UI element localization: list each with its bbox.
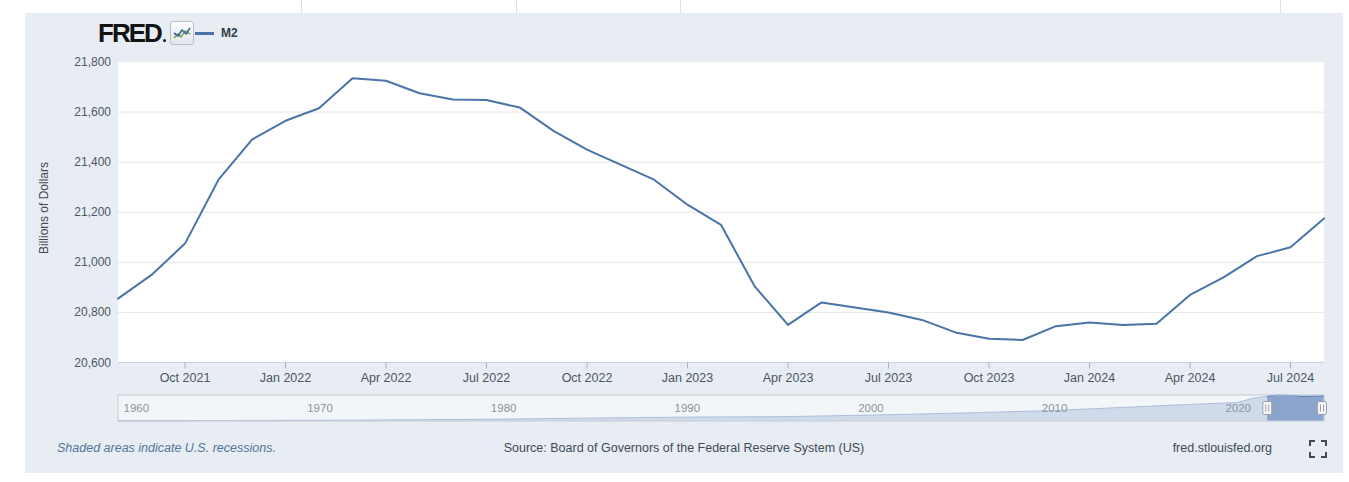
page-header-strip xyxy=(0,0,1349,13)
x-axis-tick-label: Oct 2022 xyxy=(562,371,613,385)
navigator[interactable]: 1960 1970 1980 1990 2000 2010 2020 xyxy=(118,395,1327,421)
navigator-year-label: 2000 xyxy=(858,402,884,414)
tab-divider xyxy=(516,0,517,13)
x-axis-tick-label: Jan 2024 xyxy=(1064,371,1115,385)
navigator-year-label: 1990 xyxy=(675,402,701,414)
y-axis-tick-label: 21,000 xyxy=(74,255,111,269)
navigator-year-label: 1980 xyxy=(491,402,517,414)
navigator-year-label: 2010 xyxy=(1042,402,1068,414)
fullscreen-icon[interactable] xyxy=(1309,440,1327,458)
navigator-year-label: 1970 xyxy=(307,402,333,414)
tab-divider xyxy=(1280,0,1281,13)
navigator-year-label: 2020 xyxy=(1225,402,1251,414)
page: { "colors": { "card_background": "#e7edf… xyxy=(0,0,1349,482)
x-axis-tick-label: Apr 2023 xyxy=(763,371,814,385)
x-axis-tick-label: Oct 2023 xyxy=(964,371,1015,385)
navigator-year-label: 1960 xyxy=(124,402,150,414)
navigator-handle-right[interactable] xyxy=(1318,402,1327,415)
fred-site-link[interactable]: fred.stlouisfed.org xyxy=(1173,441,1272,455)
x-axis-tick-label: Jan 2023 xyxy=(662,371,713,385)
y-axis-tick-label: 20,800 xyxy=(74,305,111,319)
y-axis-tick-label: 21,600 xyxy=(74,105,111,119)
fred-chart-card: FRED M2 Billions of Dollars 21,80021,600… xyxy=(25,13,1343,473)
x-axis-tick-label: Oct 2021 xyxy=(160,371,211,385)
m2-line-chart: 21,800 21,600 21,400 21,200 21,000 20,800 20,6… xyxy=(25,13,1343,473)
tab-divider xyxy=(301,0,302,13)
x-axis-tick-label: Jan 2022 xyxy=(260,371,311,385)
x-axis-tick-label: Jul 2023 xyxy=(865,371,912,385)
y-axis-tick-label: 20,600 xyxy=(74,356,111,370)
y-axis-tick-label: 21,400 xyxy=(74,155,111,169)
y-axis-tick-label: 21,200 xyxy=(74,205,111,219)
x-axis-tick-label: Apr 2022 xyxy=(361,371,412,385)
x-axis-tick-label: Apr 2024 xyxy=(1165,371,1216,385)
x-axis-tick-label: Jul 2024 xyxy=(1267,371,1314,385)
x-axis-tick-label: Jul 2022 xyxy=(463,371,510,385)
tab-divider xyxy=(680,0,681,13)
navigator-handle-left[interactable] xyxy=(1263,402,1272,415)
y-axis-tick-label: 21,800 xyxy=(74,55,111,69)
source-note: Source: Board of Governors of the Federa… xyxy=(25,441,1343,455)
